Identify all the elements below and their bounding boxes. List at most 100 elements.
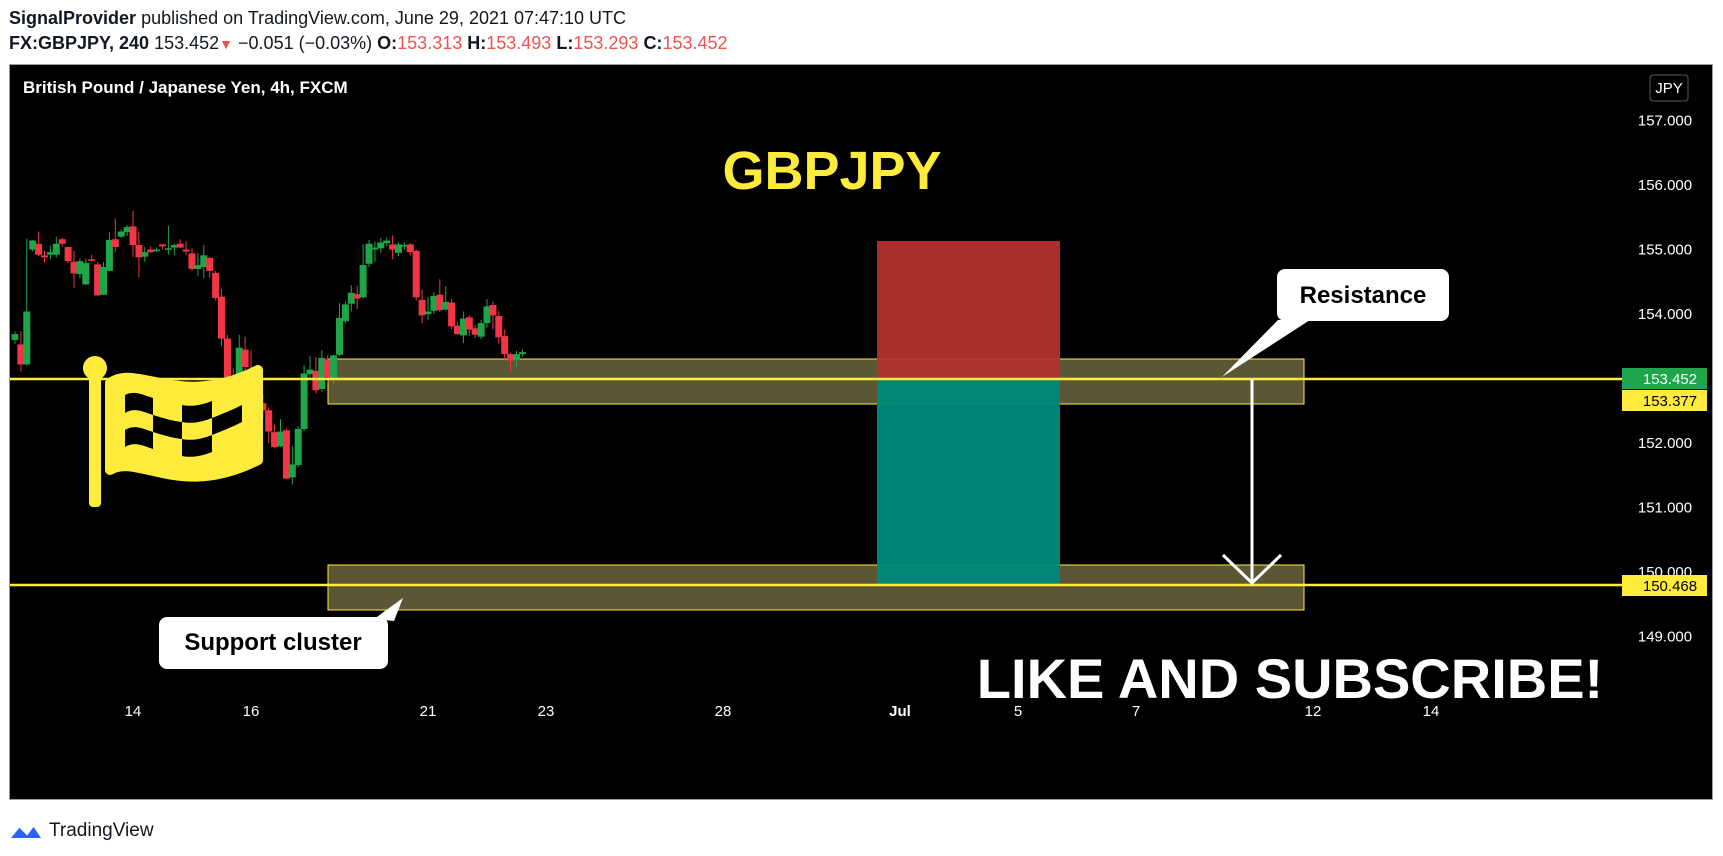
price-label-current: 153.452 <box>1622 368 1707 389</box>
candle-body <box>88 259 96 261</box>
candle-body <box>495 316 503 338</box>
time-axis[interactable]: 14 16 21 23 28 Jul 5 7 12 14 <box>125 703 1440 720</box>
candle-body <box>347 292 355 304</box>
y-tick-label: 152.000 <box>1638 435 1692 452</box>
footer-brand[interactable]: TradingView <box>9 816 154 846</box>
candle-body <box>129 226 137 246</box>
candle-body <box>188 253 196 269</box>
price-label-resistance: 153.377 <box>1622 390 1707 411</box>
symbol-line: FX:GBPJPY, 240 153.452▼ −0.051 (−0.03%) … <box>9 33 728 54</box>
candle-body <box>82 263 90 285</box>
y-tick-label: 154.000 <box>1638 306 1692 323</box>
candle-body <box>76 261 84 275</box>
y-tick-label: 157.000 <box>1638 113 1692 130</box>
support-callout[interactable]: Support cluster <box>159 598 403 669</box>
candle-body <box>212 272 220 298</box>
candle-body <box>153 249 161 252</box>
stop-loss-box[interactable] <box>877 241 1060 379</box>
x-tick-label: 23 <box>538 703 555 720</box>
candle-body <box>123 226 131 233</box>
candle-body <box>459 318 467 336</box>
candle-body <box>94 264 102 296</box>
high-label: H: <box>467 33 487 53</box>
chart-panel[interactable]: British Pound / Japanese Yen, 4h, FXCM J… <box>9 64 1713 800</box>
publish-line: SignalProvider published on TradingView.… <box>9 8 626 29</box>
candle-body <box>300 373 308 429</box>
resistance-zone[interactable] <box>327 358 1305 405</box>
footer-brand-label: TradingView <box>49 820 154 841</box>
down-arrow-icon: ▼ <box>219 36 234 52</box>
cta-text: LIKE AND SUBSCRIBE! <box>977 647 1603 710</box>
x-tick-label: Jul <box>889 703 911 720</box>
candle-body <box>424 311 432 315</box>
open-value: 153.313 <box>397 33 463 53</box>
chart-canvas[interactable]: British Pound / Japanese Yen, 4h, FXCM J… <box>10 65 1712 799</box>
take-profit-box[interactable] <box>877 379 1060 585</box>
candle-body <box>135 245 143 258</box>
candle-body <box>176 243 184 248</box>
candle-body <box>365 243 373 264</box>
candle-body <box>465 317 473 330</box>
support-label: Support cluster <box>184 629 361 656</box>
x-tick-label: 14 <box>125 703 142 720</box>
big-title: GBPJPY <box>722 141 941 201</box>
x-tick-label: 5 <box>1014 703 1022 720</box>
candle-body <box>318 357 326 389</box>
candle-body <box>471 328 479 335</box>
x-tick-label: 16 <box>243 703 260 720</box>
candle-body <box>430 296 438 311</box>
candle-body <box>454 325 461 335</box>
candle-body <box>170 245 178 248</box>
price-label-support: 150.468 <box>1622 575 1707 596</box>
candle-body <box>330 355 338 379</box>
close-label: C: <box>643 33 663 53</box>
candle-body <box>448 302 456 327</box>
candle-body <box>395 244 402 253</box>
publisher-name[interactable]: SignalProvider <box>9 8 137 28</box>
candle-body <box>513 354 520 360</box>
candle-body <box>277 431 284 447</box>
currency-badge-label: JPY <box>1655 80 1683 97</box>
tradingview-logo-icon <box>11 825 41 838</box>
candle-body <box>501 336 509 355</box>
candlestick-series <box>11 210 526 485</box>
candle-body <box>489 305 497 316</box>
candle-body <box>518 352 526 355</box>
candle-body <box>23 311 31 365</box>
support-zone[interactable] <box>327 564 1305 611</box>
price-change: −0.051 (−0.03%) <box>238 33 373 53</box>
candle-body <box>341 304 349 322</box>
x-tick-label: 28 <box>715 703 732 720</box>
candle-body <box>194 265 202 269</box>
candle-body <box>35 243 43 255</box>
candle-body <box>282 430 290 479</box>
resistance-label: Resistance <box>1300 282 1427 309</box>
y-tick-label: 155.000 <box>1638 242 1692 259</box>
candle-body <box>294 428 302 466</box>
candle-body <box>389 244 397 250</box>
candle-body <box>58 239 66 244</box>
candle-body <box>477 323 485 337</box>
candle-body <box>359 265 367 298</box>
close-value: 153.452 <box>662 33 728 53</box>
candle-body <box>271 432 279 448</box>
resistance-callout[interactable]: Resistance <box>1222 269 1449 377</box>
y-tick-label: 156.000 <box>1638 177 1692 194</box>
candle-body <box>141 252 149 257</box>
svg-text:153.377: 153.377 <box>1643 393 1697 410</box>
candle-body <box>147 249 155 253</box>
candle-body <box>507 354 515 361</box>
candle-body <box>164 248 172 250</box>
x-tick-label: 12 <box>1305 703 1322 720</box>
candle-body <box>64 246 72 262</box>
low-label: L: <box>556 33 574 53</box>
candle-body <box>200 255 208 267</box>
x-tick-label: 14 <box>1423 703 1440 720</box>
candle-body <box>483 306 491 324</box>
candle-body <box>400 245 408 247</box>
svg-text:153.452: 153.452 <box>1643 371 1697 388</box>
down-arrow-icon <box>1221 379 1283 586</box>
svg-text:150.468: 150.468 <box>1643 578 1697 595</box>
candle-body <box>371 247 379 250</box>
currency-badge[interactable] <box>1649 74 1689 102</box>
